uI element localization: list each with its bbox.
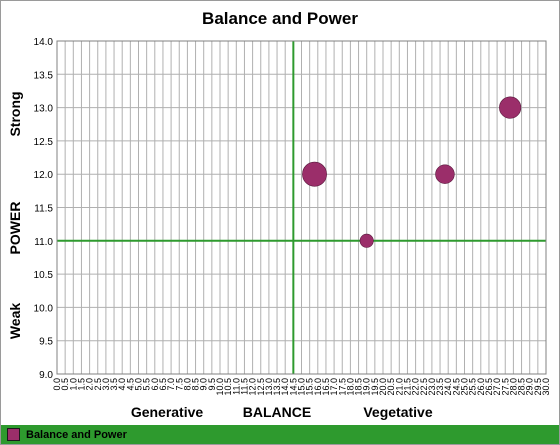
x-tick-label: 7.0	[166, 378, 176, 391]
x-tick-label: 12.5	[256, 378, 266, 396]
x-tick-label: 21.5	[402, 378, 412, 396]
x-tick-label: 27.5	[500, 378, 510, 396]
x-tick-label: 0.0	[52, 378, 62, 391]
x-tick-label: 25.0	[460, 378, 470, 396]
x-tick-label: 5.5	[142, 378, 152, 391]
plot-frame	[56, 40, 547, 375]
x-tick-label: 29.5	[533, 378, 543, 396]
x-tick-label: 11.0	[231, 378, 241, 395]
y-tick-label: 10.0	[34, 303, 54, 314]
x-tick-label: 19.0	[362, 378, 372, 396]
y-category-weak: Weak	[7, 303, 23, 340]
x-axis-label: BALANCE	[243, 404, 311, 420]
y-tick-label: 11.5	[34, 204, 53, 215]
y-tick-label: 9.0	[39, 370, 53, 381]
data-points	[302, 96, 522, 248]
x-tick-label: 1.0	[68, 378, 78, 391]
x-tick-label: 3.0	[101, 378, 111, 391]
x-tick-label: 2.5	[93, 378, 103, 391]
legend-label: Balance and Power	[26, 428, 127, 441]
reference-lines	[57, 41, 546, 374]
x-tick-label: 14.5	[288, 378, 298, 396]
x-tick-label: 23.0	[427, 378, 437, 396]
x-tick-label: 30.0	[541, 378, 551, 396]
x-tick-label: 6.5	[158, 378, 168, 391]
x-tick-label: 7.5	[174, 378, 184, 391]
x-tick-label: 25.5	[468, 378, 478, 396]
legend: Balance and Power	[1, 425, 559, 444]
x-tick-label: 5.0	[134, 378, 144, 391]
y-tick-label: 12.5	[34, 137, 54, 148]
y-category-strong: Strong	[7, 91, 23, 136]
x-tick-label: 4.0	[117, 378, 127, 391]
x-tick-label: 23.5	[435, 378, 445, 396]
x-tick-label: 28.5	[517, 378, 527, 396]
chart-title: Balance and Power	[202, 9, 358, 28]
x-tick-label: 19.5	[370, 378, 380, 396]
x-tick-label: 2.0	[85, 378, 95, 391]
x-tick-label: 18.5	[354, 378, 364, 396]
x-tick-label: 15.0	[297, 378, 307, 396]
x-tick-label: 17.5	[337, 378, 347, 396]
y-tick-label: 13.0	[34, 104, 54, 115]
data-point-bubble	[302, 161, 327, 187]
x-tick-label: 20.5	[386, 378, 396, 396]
data-point-bubble	[435, 164, 455, 184]
grid-lines	[57, 41, 546, 374]
x-tick-label: 22.0	[411, 378, 421, 396]
x-tick-label: 28.0	[508, 378, 518, 396]
data-point-bubble	[499, 96, 522, 119]
x-category-vegetative: Vegetative	[363, 404, 432, 420]
x-tick-label: 10.5	[223, 378, 233, 396]
x-tick-label: 13.5	[272, 378, 282, 396]
x-tick-label: 4.5	[125, 378, 135, 391]
x-tick-label: 17.0	[329, 378, 339, 396]
y-tick-label: 12.0	[34, 170, 54, 181]
x-tick-label: 3.5	[109, 378, 119, 391]
x-tick-label: 8.0	[182, 378, 192, 391]
y-tick-label: 13.5	[34, 70, 54, 81]
x-tick-label: 27.0	[492, 378, 502, 396]
x-tick-label: 29.0	[525, 378, 535, 396]
y-tick-label: 9.5	[39, 337, 53, 348]
y-tick-label: 11.0	[34, 237, 53, 248]
x-tick-label: 14.0	[280, 378, 290, 396]
y-axis-label: POWER	[7, 202, 23, 255]
axes	[56, 40, 547, 375]
x-tick-label: 26.0	[476, 378, 486, 396]
x-tick-label: 6.0	[150, 378, 160, 391]
legend-swatch	[7, 428, 20, 441]
x-tick-label: 15.5	[305, 378, 315, 396]
y-tick-labels: 9.0 9.5 10.0 10.5 11.0 11.5 12.0 12.5 13.0 13.5 14…	[34, 37, 54, 381]
x-category-generative: Generative	[131, 404, 204, 420]
x-tick-label: 9.0	[199, 378, 209, 391]
x-tick-label: 16.5	[321, 378, 331, 396]
y-tick-label: 10.5	[34, 270, 54, 281]
x-tick-label: 10.0	[215, 378, 225, 396]
x-tick-label: 12.0	[248, 378, 258, 396]
x-tick-label: 1.5	[76, 378, 86, 391]
x-tick-label: 18.0	[345, 378, 355, 396]
x-tick-label: 13.0	[264, 378, 274, 396]
x-tick-label: 0.5	[60, 378, 70, 391]
x-tick-label: 11.5	[239, 378, 249, 395]
x-tick-label: 9.5	[207, 378, 217, 391]
data-point-bubble	[359, 233, 374, 248]
x-tick-labels: 0.00.51.01.52.02.53.03.54.04.55.05.56.06…	[52, 378, 551, 396]
x-tick-label: 22.5	[419, 378, 429, 396]
x-tick-label: 21.0	[394, 378, 404, 396]
x-tick-label: 26.5	[484, 378, 494, 396]
y-tick-label: 14.0	[34, 37, 54, 48]
x-tick-label: 8.5	[191, 378, 201, 391]
x-tick-label: 20.0	[378, 378, 388, 396]
x-tick-label: 24.0	[443, 378, 453, 396]
x-tick-label: 16.0	[313, 378, 323, 396]
x-tick-label: 24.5	[451, 378, 461, 396]
